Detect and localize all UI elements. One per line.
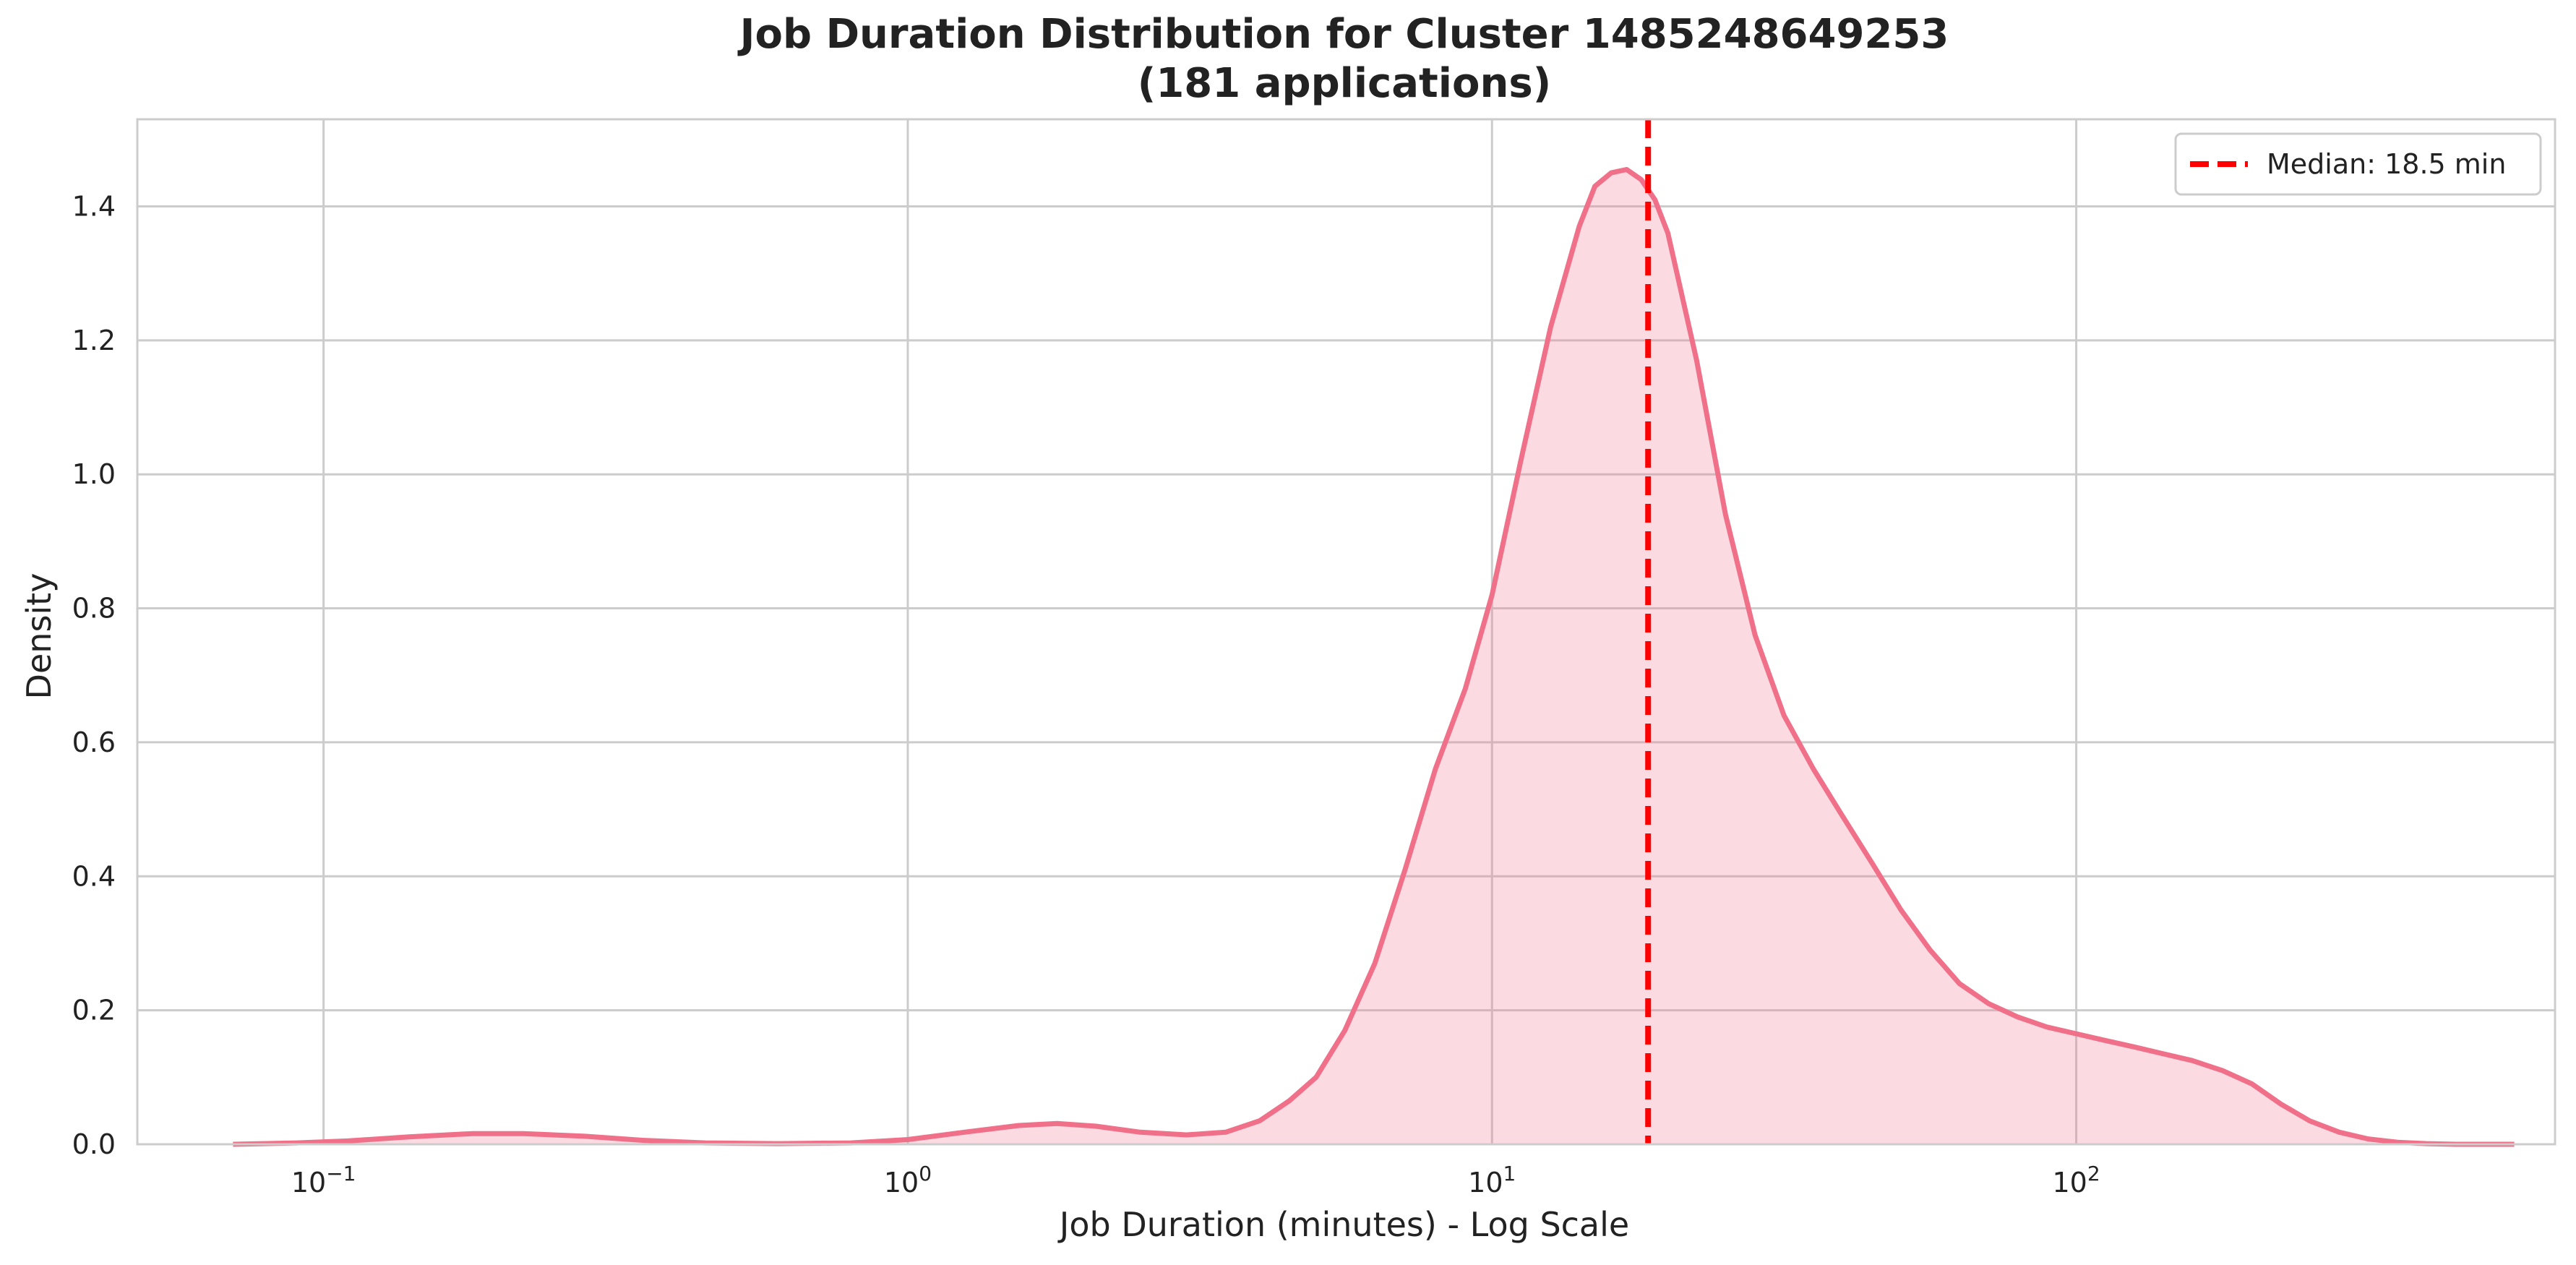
y-tick-label: 0.6 xyxy=(72,726,116,758)
legend-box xyxy=(2174,132,2542,196)
density-line xyxy=(233,167,2515,1147)
legend-median-label: Median: 18.5 min xyxy=(2267,148,2506,180)
x-tick-label: 10−1 xyxy=(291,1162,356,1198)
y-tick-label: 0.0 xyxy=(72,1128,116,1160)
density-area-fill xyxy=(233,169,2515,1144)
grid xyxy=(137,119,2555,1146)
y-axis-label: Density xyxy=(20,573,59,700)
x-axis-label: Job Duration (minutes) - Log Scale xyxy=(1057,1205,1629,1244)
y-axis-ticks: 0.0 0.2 0.4 0.6 0.8 1.0 1.2 1.4 xyxy=(72,190,116,1160)
legend: Median: 18.5 min xyxy=(2174,132,2542,196)
x-tick-label: 101 xyxy=(1468,1162,1516,1198)
y-tick-label: 1.0 xyxy=(72,458,116,490)
y-tick-label: 0.8 xyxy=(72,593,116,625)
plot-frame xyxy=(136,118,2556,1146)
y-tick-label: 0.4 xyxy=(72,860,116,892)
x-axis-ticks: 10−1 100 101 102 xyxy=(291,1162,2100,1198)
x-tick-label: 100 xyxy=(884,1162,932,1198)
chart-title: Job Duration Distribution for Cluster 14… xyxy=(737,11,1949,58)
y-tick-label: 1.2 xyxy=(72,325,116,356)
y-tick-label: 0.2 xyxy=(72,995,116,1026)
y-tick-label: 1.4 xyxy=(72,190,116,222)
chart-subtitle: (181 applications) xyxy=(1138,60,1552,107)
x-tick-label: 102 xyxy=(2052,1162,2100,1198)
